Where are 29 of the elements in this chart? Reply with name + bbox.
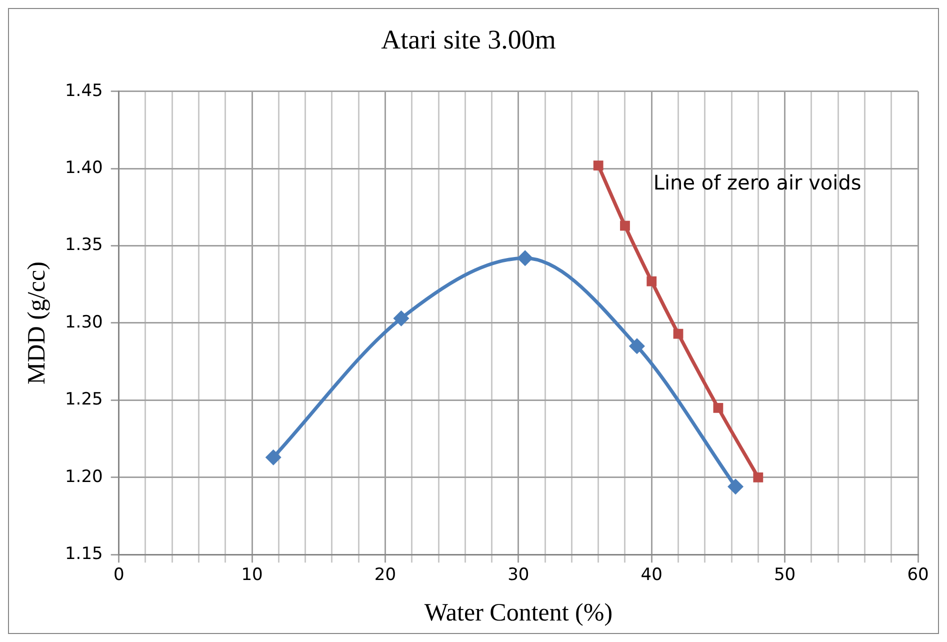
point bbox=[646, 276, 657, 286]
series-label: Line of zero air voids bbox=[653, 170, 862, 195]
x-tick-label: 20 bbox=[374, 565, 396, 586]
y-tick-label: 1.20 bbox=[64, 466, 103, 487]
x-tick-label: 50 bbox=[774, 565, 796, 586]
chart-title: Atari site 3.00m bbox=[381, 24, 556, 54]
x-tick-label: 10 bbox=[241, 565, 263, 586]
point bbox=[728, 478, 744, 495]
point bbox=[393, 310, 410, 326]
point bbox=[265, 449, 282, 466]
y-tick-label: 1.45 bbox=[64, 80, 103, 101]
y-tick-label: 1.15 bbox=[64, 544, 103, 564]
point bbox=[628, 338, 645, 354]
x-tick-label: 60 bbox=[907, 565, 929, 586]
point bbox=[713, 402, 724, 413]
y-tick-label: 1.25 bbox=[64, 390, 103, 410]
point bbox=[673, 328, 684, 339]
x-tick-label: 30 bbox=[508, 565, 530, 586]
y-tick-label: 1.30 bbox=[64, 312, 103, 332]
x-axis-title: Water Content (%) bbox=[424, 600, 613, 627]
y-tick-label: 1.40 bbox=[64, 158, 103, 178]
y-tick-label: 1.35 bbox=[64, 235, 103, 256]
point bbox=[620, 220, 630, 231]
x-tick-label: 40 bbox=[640, 565, 662, 586]
point bbox=[753, 472, 764, 482]
point bbox=[517, 250, 534, 266]
y-axis-title: MDD (g/cc) bbox=[24, 262, 51, 384]
x-tick-label: 0 bbox=[113, 565, 124, 586]
point bbox=[593, 160, 604, 170]
